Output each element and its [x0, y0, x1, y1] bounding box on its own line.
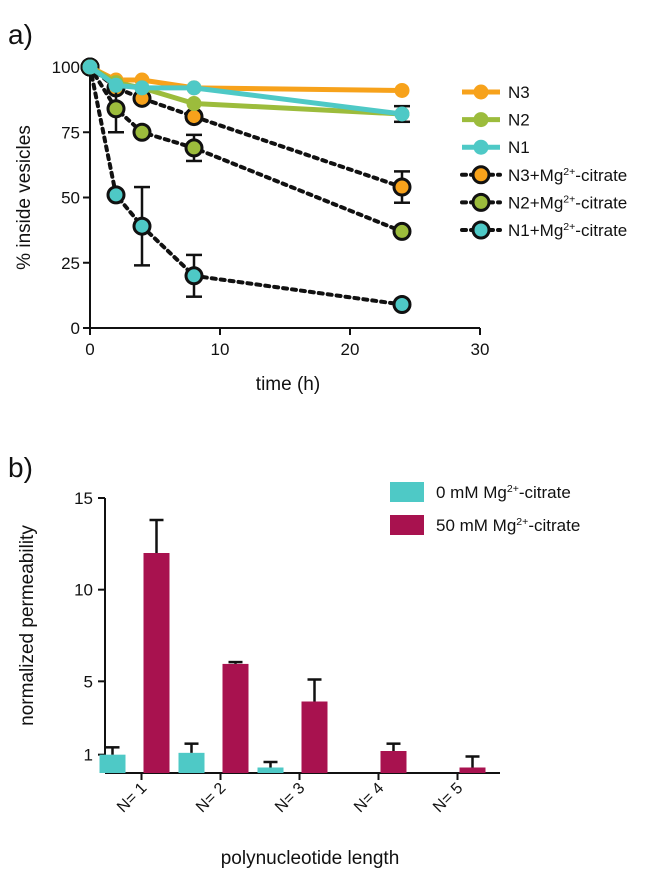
- data-point: [186, 96, 202, 112]
- data-point: [394, 82, 410, 98]
- data-point: [392, 295, 412, 315]
- panel-label: a): [8, 19, 33, 50]
- bar: [99, 754, 126, 773]
- legend-label: N1+Mg2+-citrate: [508, 221, 627, 240]
- y-tick-label: 100: [52, 58, 80, 77]
- x-tick-label: 0: [85, 340, 94, 359]
- x-tick-label: N= 5: [430, 780, 466, 816]
- x-tick-label: 30: [471, 340, 490, 359]
- y-tick-label: 1: [84, 746, 93, 765]
- x-axis-title: polynucleotide length: [221, 848, 400, 869]
- legend-label: 0 mM Mg2+-citrate: [436, 483, 571, 502]
- data-point: [134, 80, 150, 96]
- x-tick-label: N= 2: [193, 780, 229, 816]
- data-point: [106, 185, 126, 205]
- legend-label: N3+Mg2+-citrate: [508, 166, 627, 185]
- panel-a-line-chart: a) 0 25 50 75 100 0 10 20 30 time (h) % inside vesi…: [8, 19, 627, 395]
- data-point: [184, 138, 204, 158]
- data-point: [132, 216, 152, 236]
- bar: [178, 752, 205, 773]
- legend-marker: [471, 220, 491, 240]
- data-point: [132, 122, 152, 142]
- data-point: [82, 59, 98, 75]
- bar: [257, 767, 284, 773]
- legend-marker: [473, 112, 489, 128]
- bar: [301, 701, 328, 773]
- y-axis-title: normalized permeability: [17, 525, 38, 726]
- y-tick-label: 0: [71, 319, 80, 338]
- legend-label: 50 mM Mg2+-citrate: [436, 516, 580, 535]
- y-tick-label: 5: [84, 672, 93, 691]
- bar: [459, 767, 486, 773]
- legend-marker: [473, 84, 489, 100]
- x-tick-label: N= 1: [114, 780, 150, 816]
- legend-marker: [471, 192, 491, 212]
- legend-label: N2: [508, 111, 530, 130]
- legend-marker: [471, 165, 491, 185]
- data-point: [392, 221, 412, 241]
- legend-label: N1: [508, 138, 530, 157]
- legend-swatch: [390, 515, 424, 535]
- y-axis-title: % inside vesicles: [14, 125, 35, 270]
- panel-label: b): [8, 452, 33, 483]
- y-tick-label: 15: [74, 489, 93, 508]
- data-point: [106, 99, 126, 119]
- x-tick-label: N= 3: [272, 780, 308, 816]
- legend-label: N3: [508, 83, 530, 102]
- x-tick-label: 20: [341, 340, 360, 359]
- bar: [380, 751, 407, 773]
- legend-marker: [473, 139, 489, 155]
- y-tick-label: 75: [61, 123, 80, 142]
- data-point: [186, 80, 202, 96]
- bar: [143, 553, 170, 773]
- y-tick-label: 10: [74, 581, 93, 600]
- data-point: [392, 177, 412, 197]
- data-point: [108, 77, 124, 93]
- x-axis-title: time (h): [256, 374, 320, 395]
- y-tick-label: 25: [61, 254, 80, 273]
- bar: [222, 663, 249, 773]
- legend-label: N2+Mg2+-citrate: [508, 193, 627, 212]
- x-tick-label: N= 4: [351, 780, 387, 816]
- y-tick-label: 50: [61, 189, 80, 208]
- x-tick-label: 10: [211, 340, 230, 359]
- data-point: [184, 266, 204, 286]
- data-point: [394, 106, 410, 122]
- legend-swatch: [390, 482, 424, 502]
